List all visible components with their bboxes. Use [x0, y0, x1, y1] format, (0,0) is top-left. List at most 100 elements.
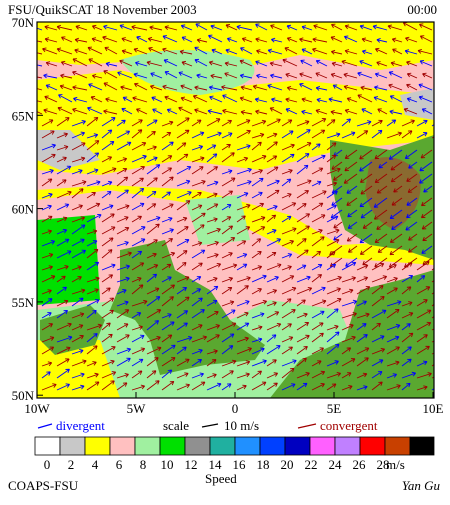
wind-arrow [359, 161, 373, 172]
wind-arrow [401, 119, 415, 127]
wind-arrow [41, 215, 53, 223]
colorbar-box [359, 436, 386, 456]
wind-arrow [236, 347, 252, 355]
wind-arrow [101, 204, 114, 211]
wind-arrow [176, 200, 191, 211]
wind-arrow [331, 61, 343, 67]
wind-arrow [161, 380, 175, 391]
wind-arrow [236, 156, 249, 163]
wind-arrow [392, 48, 403, 55]
wind-arrow [236, 263, 248, 271]
wind-arrow [221, 309, 236, 319]
wind-arrow [71, 224, 86, 235]
wind-arrow [416, 385, 428, 391]
wind-arrow [296, 346, 308, 355]
wind-arrow [386, 324, 401, 331]
colorbar-box [409, 436, 435, 456]
wind-arrow [101, 309, 114, 319]
wind-arrow [386, 276, 398, 283]
wind-arrow [194, 108, 208, 115]
wind-arrow [136, 36, 148, 43]
wind-arrow [423, 185, 433, 193]
wind-arrow [163, 59, 178, 67]
wind-arrow [401, 346, 412, 355]
wind-arrow [236, 384, 247, 391]
wind-arrow [221, 370, 234, 379]
wind-arrow [161, 276, 172, 283]
wind-arrow [195, 23, 208, 31]
wind-arrow [41, 229, 52, 235]
wind-arrow [389, 95, 403, 103]
wind-arrow [378, 161, 388, 169]
wind-arrow [386, 300, 402, 307]
wind-arrow [57, 106, 73, 115]
wind-arrow [221, 263, 238, 271]
wind-arrow [161, 296, 174, 307]
wind-arrow [103, 82, 118, 91]
wind-arrow [72, 85, 88, 91]
wind-arrow [236, 180, 252, 187]
wind-arrow [312, 47, 328, 55]
wind-arrow [71, 335, 84, 343]
wind-arrow [71, 288, 86, 295]
lon-label: 10E [423, 401, 444, 416]
wind-arrow [266, 166, 279, 175]
mountains [365, 157, 421, 230]
wind-arrow [161, 216, 173, 223]
wind-arrow [371, 309, 387, 319]
wind-arrow [116, 372, 129, 379]
wind-arrow [266, 214, 277, 223]
wind-arrow [326, 132, 341, 139]
wind-arrow [191, 335, 208, 343]
wind-arrow [86, 309, 97, 319]
wind-arrow [266, 322, 282, 331]
colorbar-label: 10 [161, 457, 174, 472]
wind-arrow [131, 187, 145, 199]
wind-arrow [121, 49, 133, 55]
legend-scale: scale [163, 418, 189, 433]
wind-arrow [281, 178, 292, 187]
wind-arrow [86, 261, 100, 271]
wind-arrow [161, 238, 173, 247]
wind-arrow [176, 191, 192, 199]
wind-arrow [341, 312, 357, 319]
wind-arrow [299, 83, 313, 91]
wind-arrow [285, 108, 298, 115]
wind-arrow [330, 36, 343, 43]
wind-arrow [266, 118, 281, 127]
wind-arrow [251, 119, 267, 127]
wind-arrow [56, 179, 67, 187]
wind-arrow [131, 334, 145, 343]
wind-arrow [301, 109, 313, 115]
wind-arrow [146, 177, 158, 187]
wind-arrow [356, 334, 368, 343]
wind-arrow [377, 108, 388, 115]
wind-arrow [419, 23, 433, 31]
wind-arrow [176, 129, 190, 139]
wind-arrow [296, 382, 308, 391]
wind-arrow [311, 154, 326, 163]
wind-arrow [191, 359, 203, 367]
land [270, 270, 434, 398]
wind-arrow [360, 173, 373, 183]
wind-arrow [311, 274, 323, 283]
wind-arrow [311, 299, 327, 307]
wind-arrow [326, 275, 342, 283]
wind-arrow [266, 334, 277, 343]
wind-arrow [86, 345, 98, 355]
wind-arrow [315, 72, 328, 79]
wind-arrow [301, 25, 313, 31]
wind-arrow [391, 37, 403, 43]
wind-arrow [101, 333, 113, 343]
title: FSU/QuikSCAT 18 November 2003 [8, 2, 197, 17]
wind-arrow [296, 120, 310, 127]
wind-arrow [116, 167, 128, 175]
wind-arrow [131, 299, 148, 307]
wind-arrow [206, 359, 217, 367]
wind-arrow [176, 322, 188, 331]
wind-arrow [406, 83, 418, 91]
wind-arrow [176, 226, 189, 235]
wind-arrow [59, 84, 73, 91]
wind-arrow [281, 193, 292, 199]
wind-arrow [71, 204, 83, 211]
